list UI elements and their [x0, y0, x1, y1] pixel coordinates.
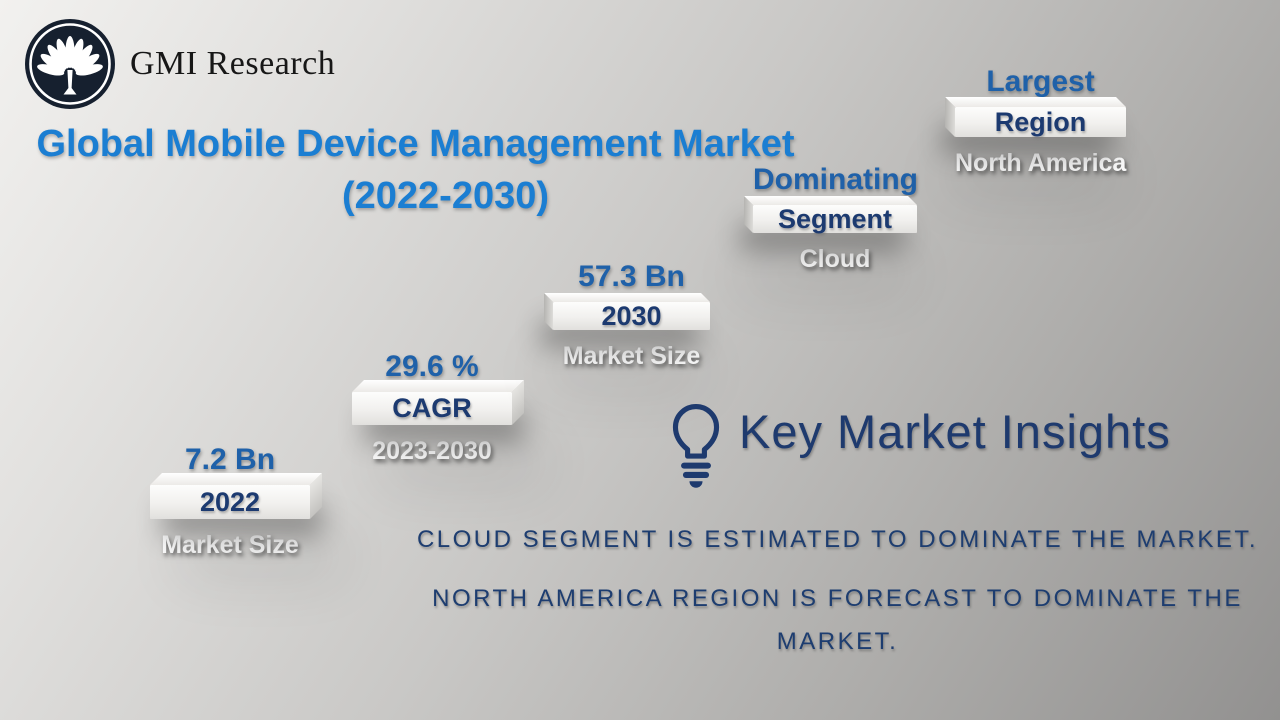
- step-2022-market-size: 7.2 Bn 2022 Market Size: [150, 441, 310, 560]
- step-largest-region: Largest Region North America: [955, 63, 1126, 178]
- insights-heading: Key Market Insights: [739, 405, 1171, 458]
- step-value: Largest: [986, 65, 1095, 98]
- gmi-logo-icon: [25, 19, 115, 109]
- page-title: Global Mobile Device Management Market (…: [8, 118, 823, 222]
- step-caption: Market Size: [161, 531, 299, 559]
- insight-statement-north-america: NORTH AMERICA REGION IS FORECAST TO DOMI…: [432, 585, 1243, 656]
- step-value: 7.2 Bn: [184, 443, 276, 476]
- step-caption: 2023-2030: [372, 437, 492, 465]
- page-title-line2: (2022-2030): [341, 175, 550, 217]
- page-title-line1: Global Mobile Device Management Market: [36, 123, 795, 165]
- brand-name: GMI Research: [130, 45, 336, 82]
- insight-statements: CLOUD SEGMENT IS ESTIMATED TO DOMINATE T…: [400, 518, 1275, 680]
- step-value: Dominating: [753, 163, 918, 196]
- step-bar-label: 2022: [199, 486, 261, 517]
- step-cagr: 29.6 % CAGR 2023-2030: [352, 348, 512, 466]
- step-dominating-segment: Dominating Segment Cloud: [753, 161, 918, 274]
- insight-statement-cloud: CLOUD SEGMENT IS ESTIMATED TO DOMINATE T…: [416, 526, 1259, 553]
- step-value: 57.3 Bn: [578, 260, 685, 293]
- step-bar-label: Segment: [777, 203, 893, 234]
- step-shelf-bar: Segment: [753, 203, 917, 234]
- step-caption: Market Size: [562, 342, 701, 370]
- step-caption: Cloud: [799, 245, 871, 273]
- step-bar-label: CAGR: [392, 393, 472, 423]
- step-shelf-bar: Region: [955, 107, 1126, 137]
- step-value: 29.6 %: [385, 350, 479, 383]
- lightbulb-icon: [672, 404, 720, 488]
- step-shelf-bar: CAGR: [352, 392, 512, 425]
- step-shelf-bar: 2030: [553, 300, 710, 331]
- step-caption: North America: [955, 149, 1127, 177]
- step-bar-label: 2030: [601, 300, 662, 331]
- step-shelf-bar: 2022: [150, 485, 310, 519]
- brand-header: GMI Research: [24, 16, 335, 112]
- step-bar-label: Region: [994, 106, 1087, 137]
- step-2030-market-size: 57.3 Bn 2030 Market Size: [553, 258, 710, 371]
